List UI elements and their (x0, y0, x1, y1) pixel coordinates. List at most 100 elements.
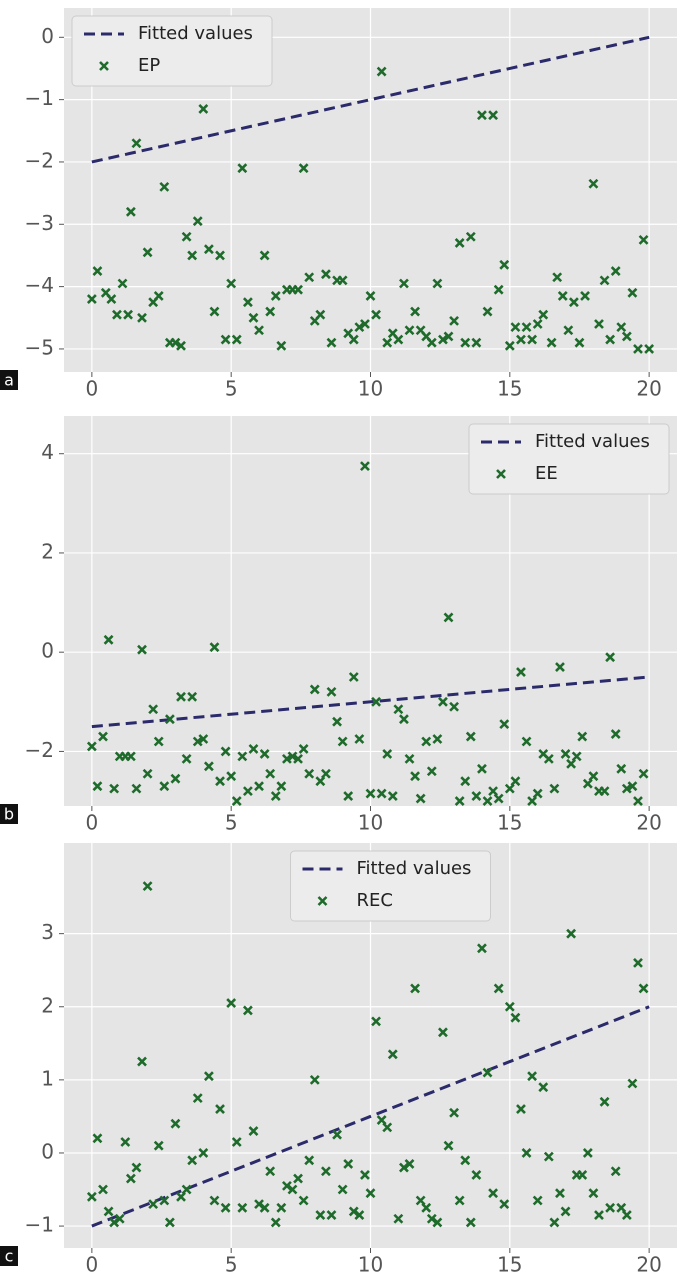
marker (552, 272, 563, 283)
marker (343, 1159, 354, 1169)
marker (638, 234, 649, 245)
marker (471, 337, 482, 348)
marker (454, 1195, 465, 1206)
fitted-line (91, 1005, 650, 1228)
marker (371, 1016, 381, 1027)
marker (287, 1184, 298, 1195)
legend-label: Fitted values (357, 858, 472, 879)
marker (404, 753, 415, 764)
marker (477, 110, 487, 121)
marker (560, 1206, 571, 1217)
marker (276, 340, 287, 351)
marker (399, 1162, 409, 1173)
marker (231, 1137, 242, 1147)
marker (153, 736, 164, 747)
marker (382, 748, 393, 759)
marker (555, 1188, 565, 1199)
panel-label: a (4, 371, 14, 390)
marker (170, 1118, 181, 1129)
marker (621, 1210, 632, 1221)
marker (98, 1184, 108, 1195)
marker (610, 1166, 621, 1177)
marker (159, 781, 170, 792)
marker (215, 776, 225, 787)
marker (543, 1151, 554, 1162)
marker (527, 334, 538, 345)
marker (123, 309, 134, 320)
marker (86, 741, 97, 752)
marker (638, 983, 649, 994)
marker (298, 1195, 309, 1206)
marker (153, 291, 164, 301)
marker (231, 796, 242, 806)
marker (594, 319, 604, 329)
marker (203, 1071, 214, 1082)
marker (293, 1173, 303, 1184)
marker (538, 309, 549, 320)
marker (103, 634, 114, 645)
marker (549, 1217, 560, 1228)
y-tick-label: 3 (41, 920, 54, 944)
x-tick-label: 10 (358, 377, 383, 401)
marker (131, 783, 142, 794)
marker (131, 138, 142, 149)
marker (510, 776, 521, 787)
marker (98, 731, 108, 742)
panel-label-box (0, 370, 18, 390)
marker (226, 998, 237, 1009)
marker (588, 1188, 599, 1199)
marker (265, 306, 276, 317)
marker (532, 1195, 543, 1206)
marker (125, 1173, 136, 1184)
y-tick-label: −2 (25, 738, 54, 762)
marker (616, 322, 627, 333)
marker (248, 312, 259, 323)
y-tick-label: 0 (41, 639, 54, 663)
marker (387, 791, 398, 801)
legend: Fitted values EE (468, 423, 670, 495)
marker (209, 642, 220, 653)
marker (226, 278, 237, 289)
marker (510, 1012, 521, 1023)
marker (315, 309, 326, 320)
panel: −2 0 2 4 0 5 10 15 20 Fitted values EE b (0, 416, 677, 835)
marker (477, 763, 487, 774)
marker (125, 206, 136, 217)
marker (432, 734, 443, 744)
marker (488, 1188, 499, 1199)
marker (337, 1184, 348, 1195)
marker (86, 1191, 97, 1202)
x-tick-label: 15 (497, 811, 522, 835)
marker (616, 763, 627, 774)
marker (343, 791, 354, 801)
marker (142, 881, 153, 892)
marker (109, 1217, 120, 1228)
y-tick-label: −2 (25, 148, 54, 172)
marker (488, 786, 499, 797)
marker (181, 231, 192, 242)
marker (399, 278, 409, 289)
marker (627, 781, 638, 792)
marker (215, 1104, 225, 1115)
marker (454, 796, 465, 806)
marker (599, 1096, 610, 1107)
x-tick-label: 0 (85, 1253, 98, 1277)
marker (482, 1067, 493, 1078)
legend-label: Fitted values (138, 23, 253, 44)
marker (574, 337, 585, 348)
marker (493, 284, 504, 295)
marker (270, 1217, 281, 1228)
marker (103, 1206, 114, 1217)
marker (415, 793, 426, 804)
marker (438, 1027, 448, 1038)
marker (276, 781, 287, 792)
x-tick-label: 15 (497, 1253, 522, 1277)
marker (360, 1169, 370, 1180)
marker (599, 275, 610, 286)
marker (627, 287, 638, 298)
marker (493, 983, 504, 994)
marker (304, 272, 315, 283)
marker (92, 266, 103, 276)
marker (281, 753, 292, 764)
marker (326, 1210, 337, 1221)
